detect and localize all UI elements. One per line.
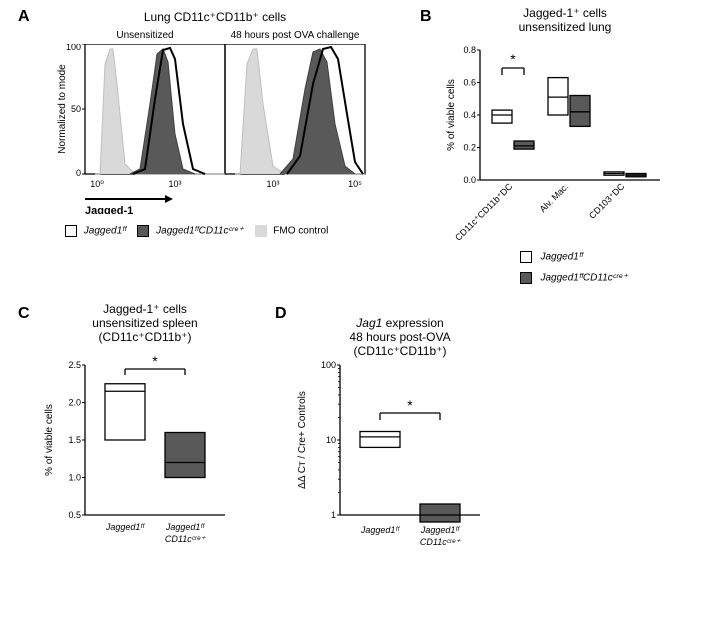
box-cat2-jagged <box>548 78 568 115</box>
box-cat1-cre <box>514 141 534 149</box>
panel-a-histogram-svg: 0 50 100 Normalized to mode 10⁰ 10³ 10³ … <box>55 44 375 214</box>
svg-text:ΔΔ Cᴛ / Cre+ Controls: ΔΔ Cᴛ / Cre+ Controls <box>297 391 308 489</box>
box-cat3-jagged <box>604 172 624 175</box>
svg-text:0.8: 0.8 <box>463 45 476 55</box>
svg-text:CD103⁺DC: CD103⁺DC <box>587 181 627 221</box>
svg-text:Alv. Mac.: Alv. Mac. <box>538 181 571 214</box>
svg-text:10⁵: 10⁵ <box>348 179 362 189</box>
panel-b-legend: Jagged1ᶠᶠ Jagged1ᶠᶠCD11cᶜʳᵉ⁺ <box>520 248 628 287</box>
svg-text:1.0: 1.0 <box>68 473 81 483</box>
sig-bracket <box>502 68 524 75</box>
svg-text:0.5: 0.5 <box>68 510 81 520</box>
svg-text:Jagged-1: Jagged-1 <box>85 205 133 214</box>
svg-text:0.0: 0.0 <box>463 175 476 185</box>
svg-text:% of viable cells: % of viable cells <box>446 79 457 151</box>
panel-a-label: A <box>18 8 30 26</box>
box-d-jagged <box>360 432 400 448</box>
svg-text:0.6: 0.6 <box>463 78 476 88</box>
panel-a-title: Lung CD11c⁺CD11b⁺ cells <box>75 10 355 24</box>
svg-text:Jagged1ᶠᶠ: Jagged1ᶠᶠ <box>165 522 205 532</box>
panel-d-label: D <box>275 305 287 323</box>
box-d-cre <box>420 504 460 522</box>
svg-text:*: * <box>407 397 413 413</box>
svg-text:10⁰: 10⁰ <box>90 179 104 189</box>
svg-text:1: 1 <box>331 510 336 520</box>
histogram-right <box>235 47 365 174</box>
svg-text:% of viable cells: % of viable cells <box>44 404 55 476</box>
legend-cre: Jagged1ᶠᶠCD11cᶜʳᵉ⁺ <box>156 226 243 237</box>
svg-text:CD11c⁺CD11b⁺DC: CD11c⁺CD11b⁺DC <box>453 181 515 243</box>
svg-text:Jagged1ᶠᶠ: Jagged1ᶠᶠ <box>360 525 400 535</box>
svg-text:1.5: 1.5 <box>68 435 81 445</box>
panel-d-title: Jag1 expression48 hours post-OVA(CD11c⁺C… <box>305 302 495 358</box>
panel-a-subtitle-left: Unsensitized <box>75 30 215 41</box>
panel-b-label: B <box>420 8 432 26</box>
svg-text:10³: 10³ <box>168 179 181 189</box>
svg-text:Jagged1ᶠᶠ: Jagged1ᶠᶠ <box>105 522 145 532</box>
svg-text:100: 100 <box>321 360 336 370</box>
svg-text:10³: 10³ <box>266 179 279 189</box>
svg-text:100: 100 <box>66 44 81 52</box>
legend-jagged: Jagged1ᶠᶠ <box>84 226 126 237</box>
svg-text:0.2: 0.2 <box>463 143 476 153</box>
svg-text:*: * <box>152 355 158 369</box>
svg-text:*: * <box>510 51 516 67</box>
svg-text:CD11cᶜʳᵉ⁺: CD11cᶜʳᵉ⁺ <box>420 537 462 547</box>
panel-b-chart-svg: 0.0 0.2 0.4 0.6 0.8 % of viable cells * <box>440 40 690 260</box>
panel-a-legend: Jagged1ᶠᶠ Jagged1ᶠᶠCD11cᶜʳᵉ⁺ FMO control <box>65 225 405 237</box>
panel-c-title: Jagged-1⁺ cells unsensitized spleen (CD1… <box>55 302 235 344</box>
box-cat1-jagged <box>492 110 512 123</box>
svg-text:50: 50 <box>71 104 81 114</box>
panel-c-chart-svg: 0.5 1.0 1.5 2.0 2.5 % of viable cells * … <box>30 355 260 605</box>
panel-a-ylabel: Normalized to mode <box>57 64 68 154</box>
panel-b-title: Jagged-1⁺ cells unsensitized lung <box>470 6 660 34</box>
box-cat3-cre <box>626 174 646 177</box>
svg-text:CD11cᶜʳᵉ⁺: CD11cᶜʳᵉ⁺ <box>165 534 207 544</box>
svg-text:2.5: 2.5 <box>68 360 81 370</box>
svg-text:2.0: 2.0 <box>68 398 81 408</box>
svg-text:0: 0 <box>76 168 81 178</box>
panel-c-label: C <box>18 305 30 323</box>
legend-fmo: FMO control <box>273 226 328 237</box>
svg-text:0.4: 0.4 <box>463 110 476 120</box>
histogram-left <box>95 48 225 174</box>
box-c-jagged <box>105 384 145 440</box>
box-cat2-cre <box>570 96 590 127</box>
box-c-cre <box>165 433 205 478</box>
svg-text:Jagged1ᶠᶠ: Jagged1ᶠᶠ <box>420 525 460 535</box>
svg-text:10: 10 <box>326 435 336 445</box>
panel-a-subtitle-right: 48 hours post OVA challenge <box>215 30 375 41</box>
panel-d-chart-svg: 1 10 100 ΔΔ Cᴛ / Cre+ Controls * Jagged1… <box>285 355 515 605</box>
